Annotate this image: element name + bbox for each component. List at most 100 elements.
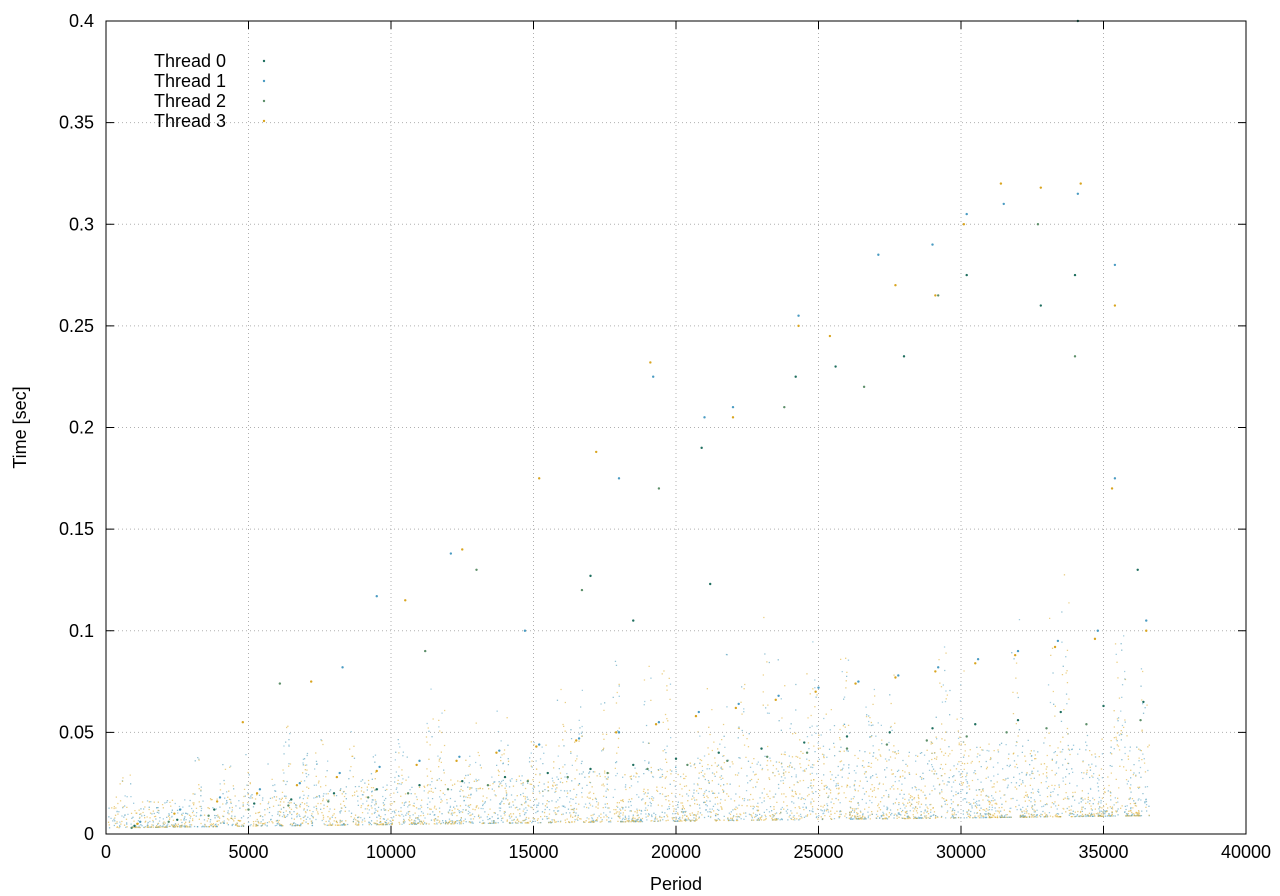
series-0-point: [902, 355, 906, 358]
series-2-point: [766, 755, 769, 758]
point-cloud-3: [108, 602, 1150, 829]
series-0-point: [176, 818, 179, 821]
series-3-point: [774, 698, 777, 702]
series-1-point: [338, 771, 341, 775]
series-0-point: [931, 727, 934, 730]
series-3-point: [854, 682, 857, 685]
series-2-point: [566, 775, 569, 779]
legend-marker-2: [262, 99, 266, 103]
series-0-point: [418, 784, 421, 787]
series-1-point: [877, 253, 880, 256]
series-0-point: [589, 767, 592, 771]
series-1-point: [418, 759, 421, 763]
y-tick-label: 0.15: [59, 519, 94, 539]
legend-marker-0: [262, 59, 266, 63]
series-1-point: [937, 666, 940, 669]
series-0-point: [1016, 718, 1020, 722]
y-tick-label: 0.2: [69, 418, 94, 438]
series-3-point: [535, 745, 538, 748]
series-3-point: [295, 784, 299, 787]
series-3-point: [538, 477, 541, 480]
series-1-point: [817, 686, 820, 689]
series-1-point: [777, 694, 780, 697]
series-0-point: [803, 741, 806, 744]
legend-marker-1: [262, 79, 266, 83]
series-0-point: [709, 582, 712, 586]
series-1-point: [449, 552, 453, 555]
y-tick-label: 0.3: [69, 214, 94, 234]
series-3-point: [375, 769, 378, 773]
series-2-point: [1005, 731, 1008, 734]
series-1-point: [139, 820, 142, 824]
series-2-point: [475, 568, 478, 571]
series-1-point: [258, 788, 262, 791]
series-1-point: [1096, 629, 1100, 632]
series-0-point: [760, 747, 763, 750]
series-0-point: [700, 446, 703, 450]
series-1-point: [657, 721, 661, 724]
series-0-point: [589, 574, 592, 578]
series-2-point: [657, 487, 661, 490]
series-0-point: [834, 365, 837, 368]
point-cloud-0: [110, 618, 1150, 829]
series-3-point: [575, 739, 578, 742]
series-1-point: [1113, 477, 1117, 480]
series-2-point: [965, 735, 968, 738]
y-tick-label: 0.35: [59, 113, 94, 133]
series-3-point: [934, 670, 937, 673]
series-3-point: [734, 706, 738, 710]
series-0-point: [888, 731, 891, 734]
point-clouds: [107, 574, 1150, 829]
series-3-point: [1013, 653, 1017, 657]
legend-marker-3: [262, 119, 266, 123]
series-3-point: [173, 812, 176, 815]
series-2-point: [1085, 723, 1088, 726]
series-1-point: [857, 680, 860, 683]
x-axis-title: Period: [650, 874, 702, 894]
series-2-point: [424, 649, 427, 653]
series-3-point: [828, 334, 832, 338]
series-2-point: [925, 739, 928, 742]
x-tick-label: 15000: [508, 842, 558, 862]
series-3-point: [455, 759, 458, 763]
series-1-point: [703, 416, 706, 419]
series-3-point: [694, 714, 698, 718]
data-points: [130, 19, 1148, 830]
series-2-point: [167, 820, 170, 824]
y-tick-label: 0.1: [69, 621, 94, 641]
x-tick-label: 40000: [1221, 842, 1271, 862]
legend-label-2: Thread 2: [154, 91, 226, 111]
x-tick-label: 35000: [1078, 842, 1128, 862]
series-2-point: [1073, 355, 1077, 358]
series-2-point: [526, 779, 529, 783]
series-0-point: [1136, 568, 1139, 571]
series-1-point: [375, 594, 378, 598]
series-2-point: [486, 784, 490, 787]
legend-label-0: Thread 0: [154, 51, 226, 71]
series-3-point: [335, 775, 339, 779]
series-3-point: [255, 792, 259, 795]
x-tick-label: 30000: [936, 842, 986, 862]
series-3-point: [1039, 186, 1043, 189]
series-3-point: [1145, 629, 1148, 632]
series-1-point: [931, 243, 934, 246]
series-0-point: [253, 802, 256, 805]
y-tick-labels: 0 0.05 0.1 0.15 0.2 0.25 0.3 0.35 0.4: [59, 11, 94, 844]
y-tick-label: 0.05: [59, 722, 94, 742]
y-tick-label: 0: [84, 824, 94, 844]
series-0-point: [974, 723, 977, 726]
series-0-point: [845, 735, 849, 738]
series-3-point: [934, 294, 937, 297]
series-0-point: [213, 808, 216, 811]
series-1-point: [538, 743, 541, 746]
series-2-point: [805, 751, 809, 754]
series-3-point: [495, 751, 498, 754]
series-0-point: [794, 375, 797, 378]
y-axis-title: Time [sec]: [10, 386, 30, 468]
series-1-point: [577, 737, 581, 740]
series-0-point: [632, 763, 635, 767]
series-1-point: [617, 731, 621, 734]
series-0-point: [674, 757, 678, 760]
series-2-point: [726, 759, 729, 763]
